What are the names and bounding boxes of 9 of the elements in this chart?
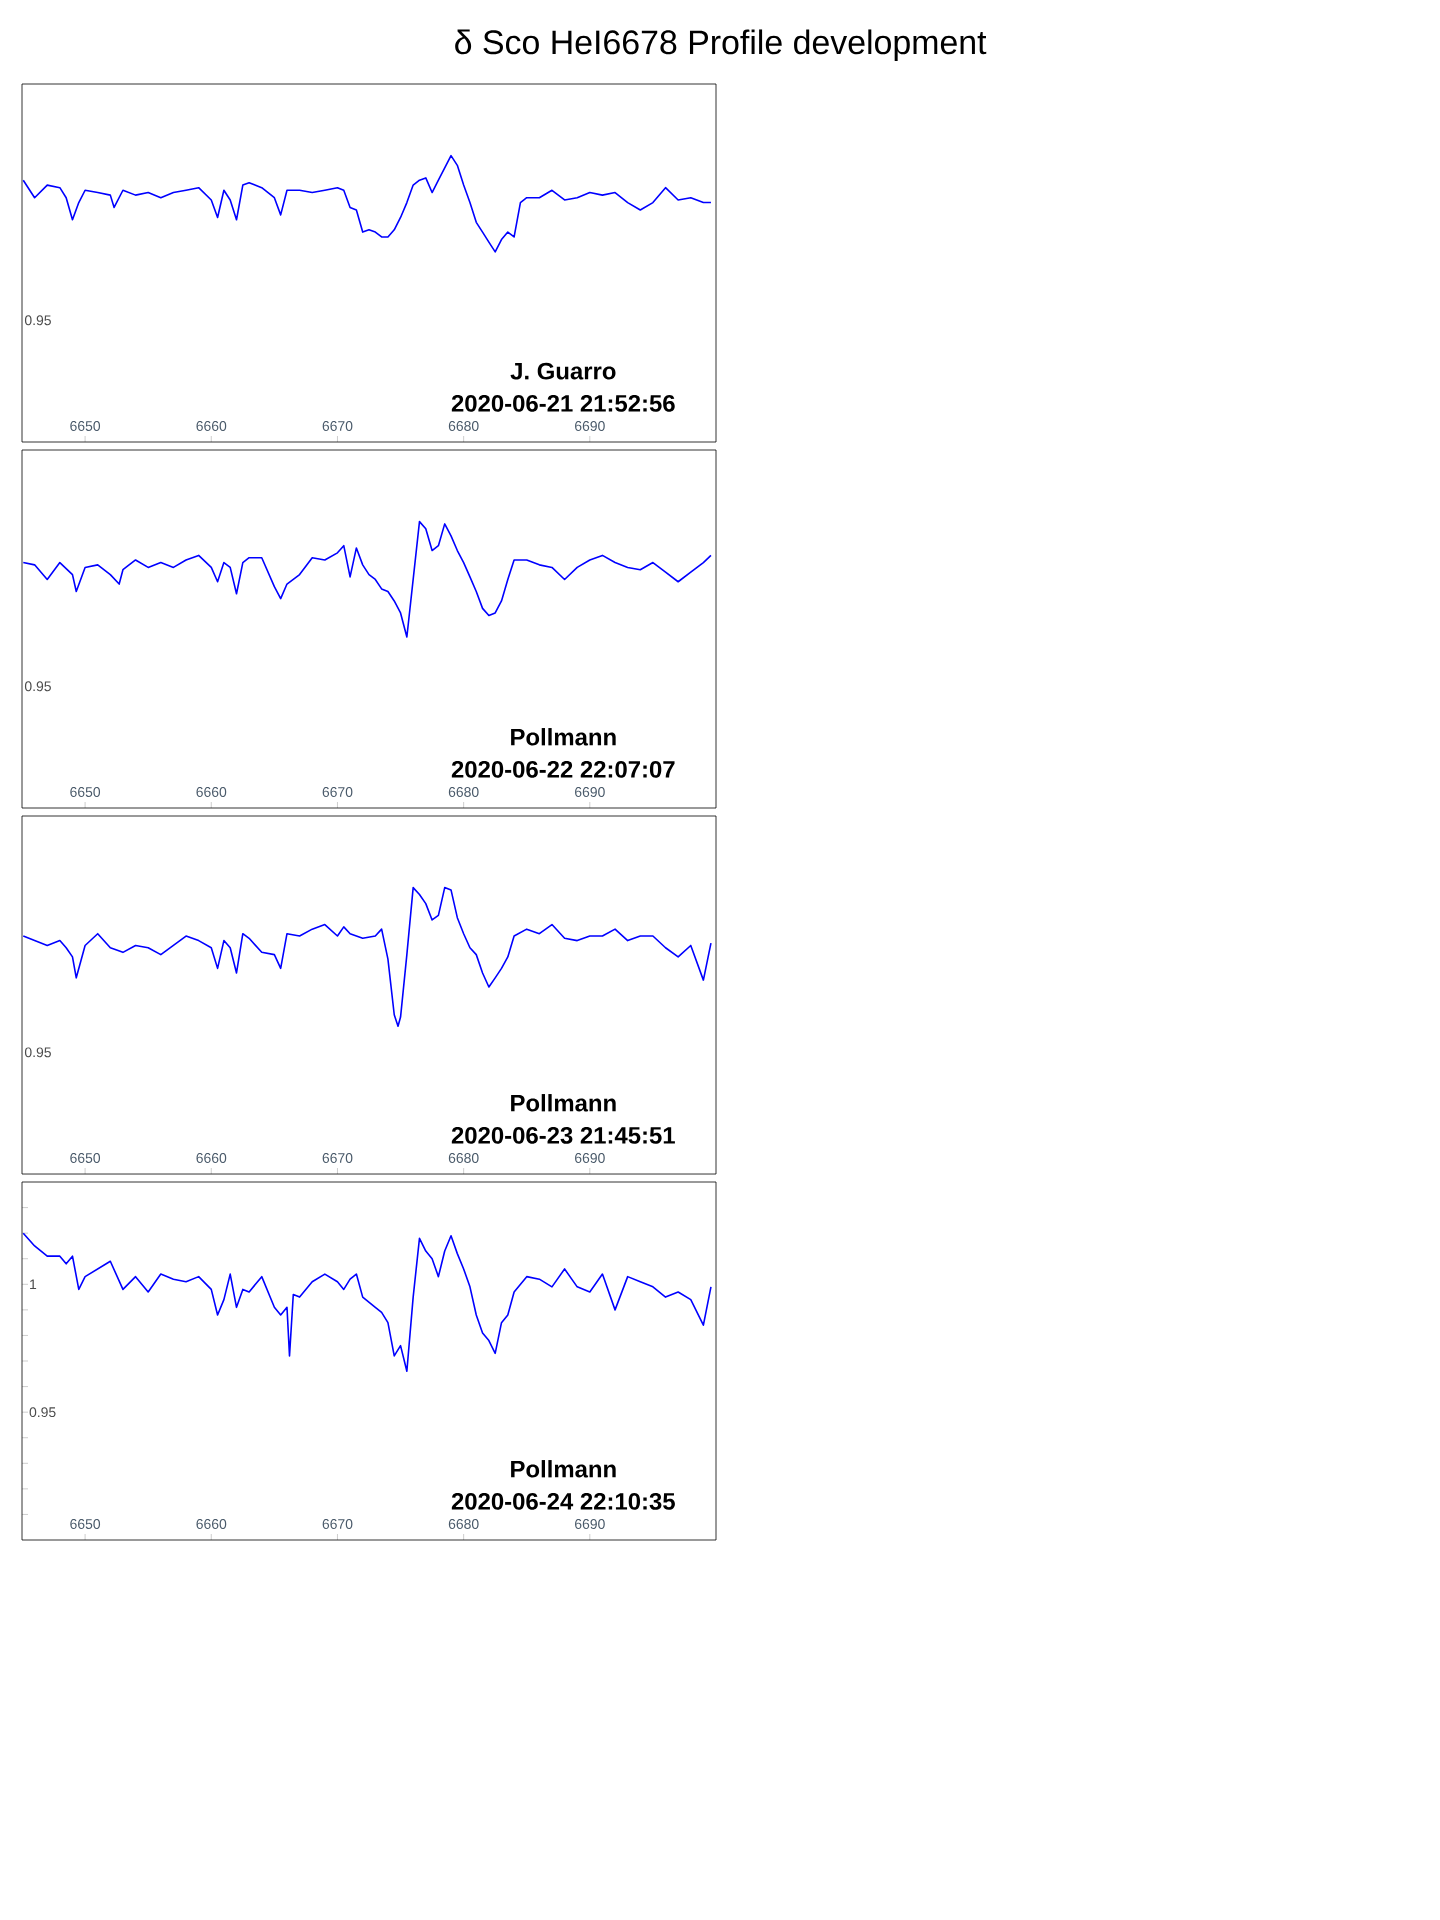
annotation: Pollmann [511,1094,616,1112]
chart-title: δ Sco HeI6678 Profile development [455,29,987,62]
annotation: 2020-06-24 22:10:35 [451,1492,675,1510]
annotation: 2020-06-21 21:52:56 [451,394,675,412]
annotation: J. Guarro [510,362,616,380]
annotation: 2020-06-23 21:45:51 [451,1126,675,1144]
annotation: 2020-06-22 22:07:07 [451,760,675,778]
annotation: Pollmann [511,1460,616,1478]
annotation: Pollmann [511,728,616,746]
